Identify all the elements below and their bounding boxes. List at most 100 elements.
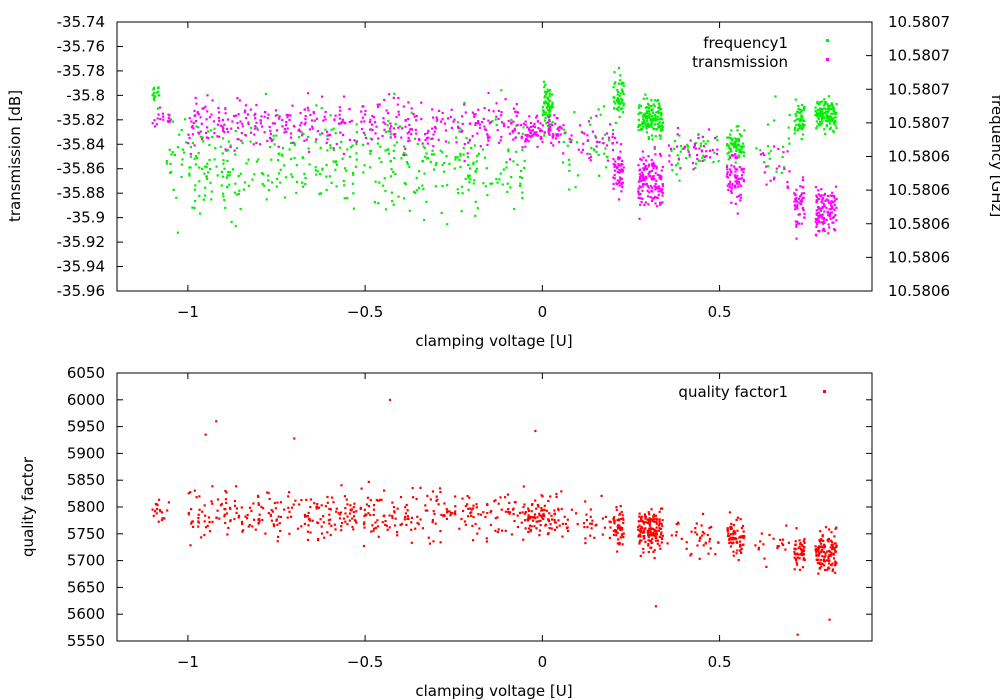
- data-point-quality-factor1: [410, 516, 414, 519]
- data-point-frequency1: [590, 146, 593, 150]
- data-point-quality-factor1: [648, 524, 652, 527]
- data-point-transmission: [614, 136, 617, 139]
- data-point-frequency1: [547, 102, 550, 105]
- data-point-transmission: [372, 116, 376, 119]
- data-point-quality-factor1: [385, 524, 388, 527]
- data-point-frequency1: [768, 157, 771, 160]
- data-point-quality-factor1: [698, 539, 701, 542]
- data-point-transmission: [169, 119, 172, 122]
- data-point-transmission: [159, 106, 162, 109]
- data-point-quality-factor1: [261, 518, 264, 522]
- y-tick-label: -35.96: [57, 282, 105, 300]
- data-point-transmission: [338, 106, 341, 109]
- data-point-frequency1: [735, 149, 738, 152]
- data-point-transmission: [284, 124, 288, 127]
- data-point-frequency1: [650, 122, 653, 126]
- data-point-transmission: [418, 138, 421, 141]
- data-point-frequency1: [155, 91, 158, 94]
- bottom-scatter-points: [151, 398, 838, 636]
- data-point-frequency1: [180, 163, 183, 166]
- data-point-transmission: [613, 173, 616, 177]
- data-point-frequency1: [284, 176, 288, 179]
- data-point-transmission: [487, 119, 490, 122]
- data-point-transmission: [233, 149, 236, 152]
- data-point-frequency1: [250, 126, 253, 129]
- data-point-quality-factor1: [206, 524, 209, 527]
- data-point-transmission: [726, 171, 729, 174]
- data-point-frequency1: [832, 112, 835, 115]
- data-point-frequency1: [548, 107, 552, 110]
- data-point-quality-factor1: [532, 516, 535, 519]
- data-point-quality-factor1: [796, 563, 799, 566]
- data-point-quality-factor1: [658, 544, 661, 547]
- data-point-transmission: [735, 180, 738, 183]
- data-point-quality-factor1: [560, 507, 563, 511]
- data-point-transmission: [647, 155, 650, 158]
- data-point-transmission: [159, 118, 162, 121]
- data-point-transmission: [637, 164, 640, 167]
- data-point-transmission: [642, 156, 645, 159]
- data-point-transmission: [675, 145, 679, 148]
- data-point-frequency1: [726, 144, 729, 147]
- data-point-quality-factor1: [326, 495, 329, 499]
- data-point-frequency1: [613, 82, 616, 85]
- data-point-quality-factor1: [324, 505, 327, 508]
- data-point-frequency1: [543, 96, 546, 99]
- data-point-frequency1: [220, 184, 223, 187]
- data-point-quality-factor1: [834, 550, 838, 553]
- data-point-frequency1: [612, 86, 615, 89]
- data-point-frequency1: [774, 95, 777, 98]
- data-point-quality-factor1: [533, 517, 536, 520]
- data-point-quality-factor1: [377, 499, 380, 502]
- data-point-frequency1: [468, 174, 471, 177]
- data-point-transmission: [828, 226, 831, 229]
- data-point-frequency1: [275, 185, 278, 188]
- top-legend: frequency1 transmission: [692, 34, 829, 71]
- data-point-quality-factor1: [540, 516, 544, 519]
- data-point-transmission: [224, 107, 227, 110]
- data-point-quality-factor1: [674, 534, 678, 537]
- data-point-transmission: [487, 139, 490, 142]
- data-point-frequency1: [646, 102, 650, 105]
- data-point-transmission: [801, 207, 805, 210]
- data-point-quality-factor1: [553, 513, 556, 516]
- data-point-frequency1: [277, 172, 281, 175]
- data-point-frequency1: [614, 81, 617, 84]
- data-point-quality-factor1: [765, 565, 768, 568]
- data-point-transmission: [478, 123, 481, 126]
- data-point-frequency1: [446, 184, 449, 187]
- data-point-transmission: [648, 191, 651, 194]
- data-point-quality-factor1: [793, 556, 796, 559]
- bottom-x-ticks: −1 −0.5 0 0.5: [177, 373, 732, 671]
- data-point-frequency1: [604, 147, 607, 150]
- data-point-frequency1: [788, 142, 791, 145]
- data-point-transmission: [526, 135, 529, 138]
- data-point-transmission: [687, 150, 690, 153]
- data-point-transmission: [436, 118, 439, 121]
- data-point-quality-factor1: [235, 511, 238, 514]
- data-point-quality-factor1: [527, 514, 530, 517]
- data-point-frequency1: [273, 143, 276, 146]
- data-point-transmission: [620, 170, 623, 173]
- data-point-frequency1: [619, 74, 622, 77]
- data-point-quality-factor1: [414, 527, 417, 530]
- data-point-transmission: [606, 159, 609, 162]
- data-point-transmission: [645, 175, 648, 178]
- data-point-transmission: [244, 104, 248, 107]
- data-point-quality-factor1: [472, 516, 475, 519]
- data-point-frequency1: [801, 109, 804, 112]
- data-point-quality-factor1: [835, 545, 838, 549]
- data-point-transmission: [726, 168, 729, 171]
- data-point-quality-factor1: [561, 535, 564, 538]
- data-point-transmission: [197, 113, 200, 116]
- data-point-frequency1: [823, 107, 826, 110]
- data-point-quality-factor1: [419, 518, 422, 521]
- data-point-frequency1: [652, 111, 655, 114]
- data-point-frequency1: [204, 194, 207, 197]
- data-point-transmission: [461, 122, 464, 125]
- data-point-frequency1: [288, 148, 291, 151]
- data-point-frequency1: [546, 113, 549, 116]
- data-point-frequency1: [425, 157, 429, 160]
- data-point-transmission: [410, 107, 413, 110]
- data-point-transmission: [651, 197, 654, 200]
